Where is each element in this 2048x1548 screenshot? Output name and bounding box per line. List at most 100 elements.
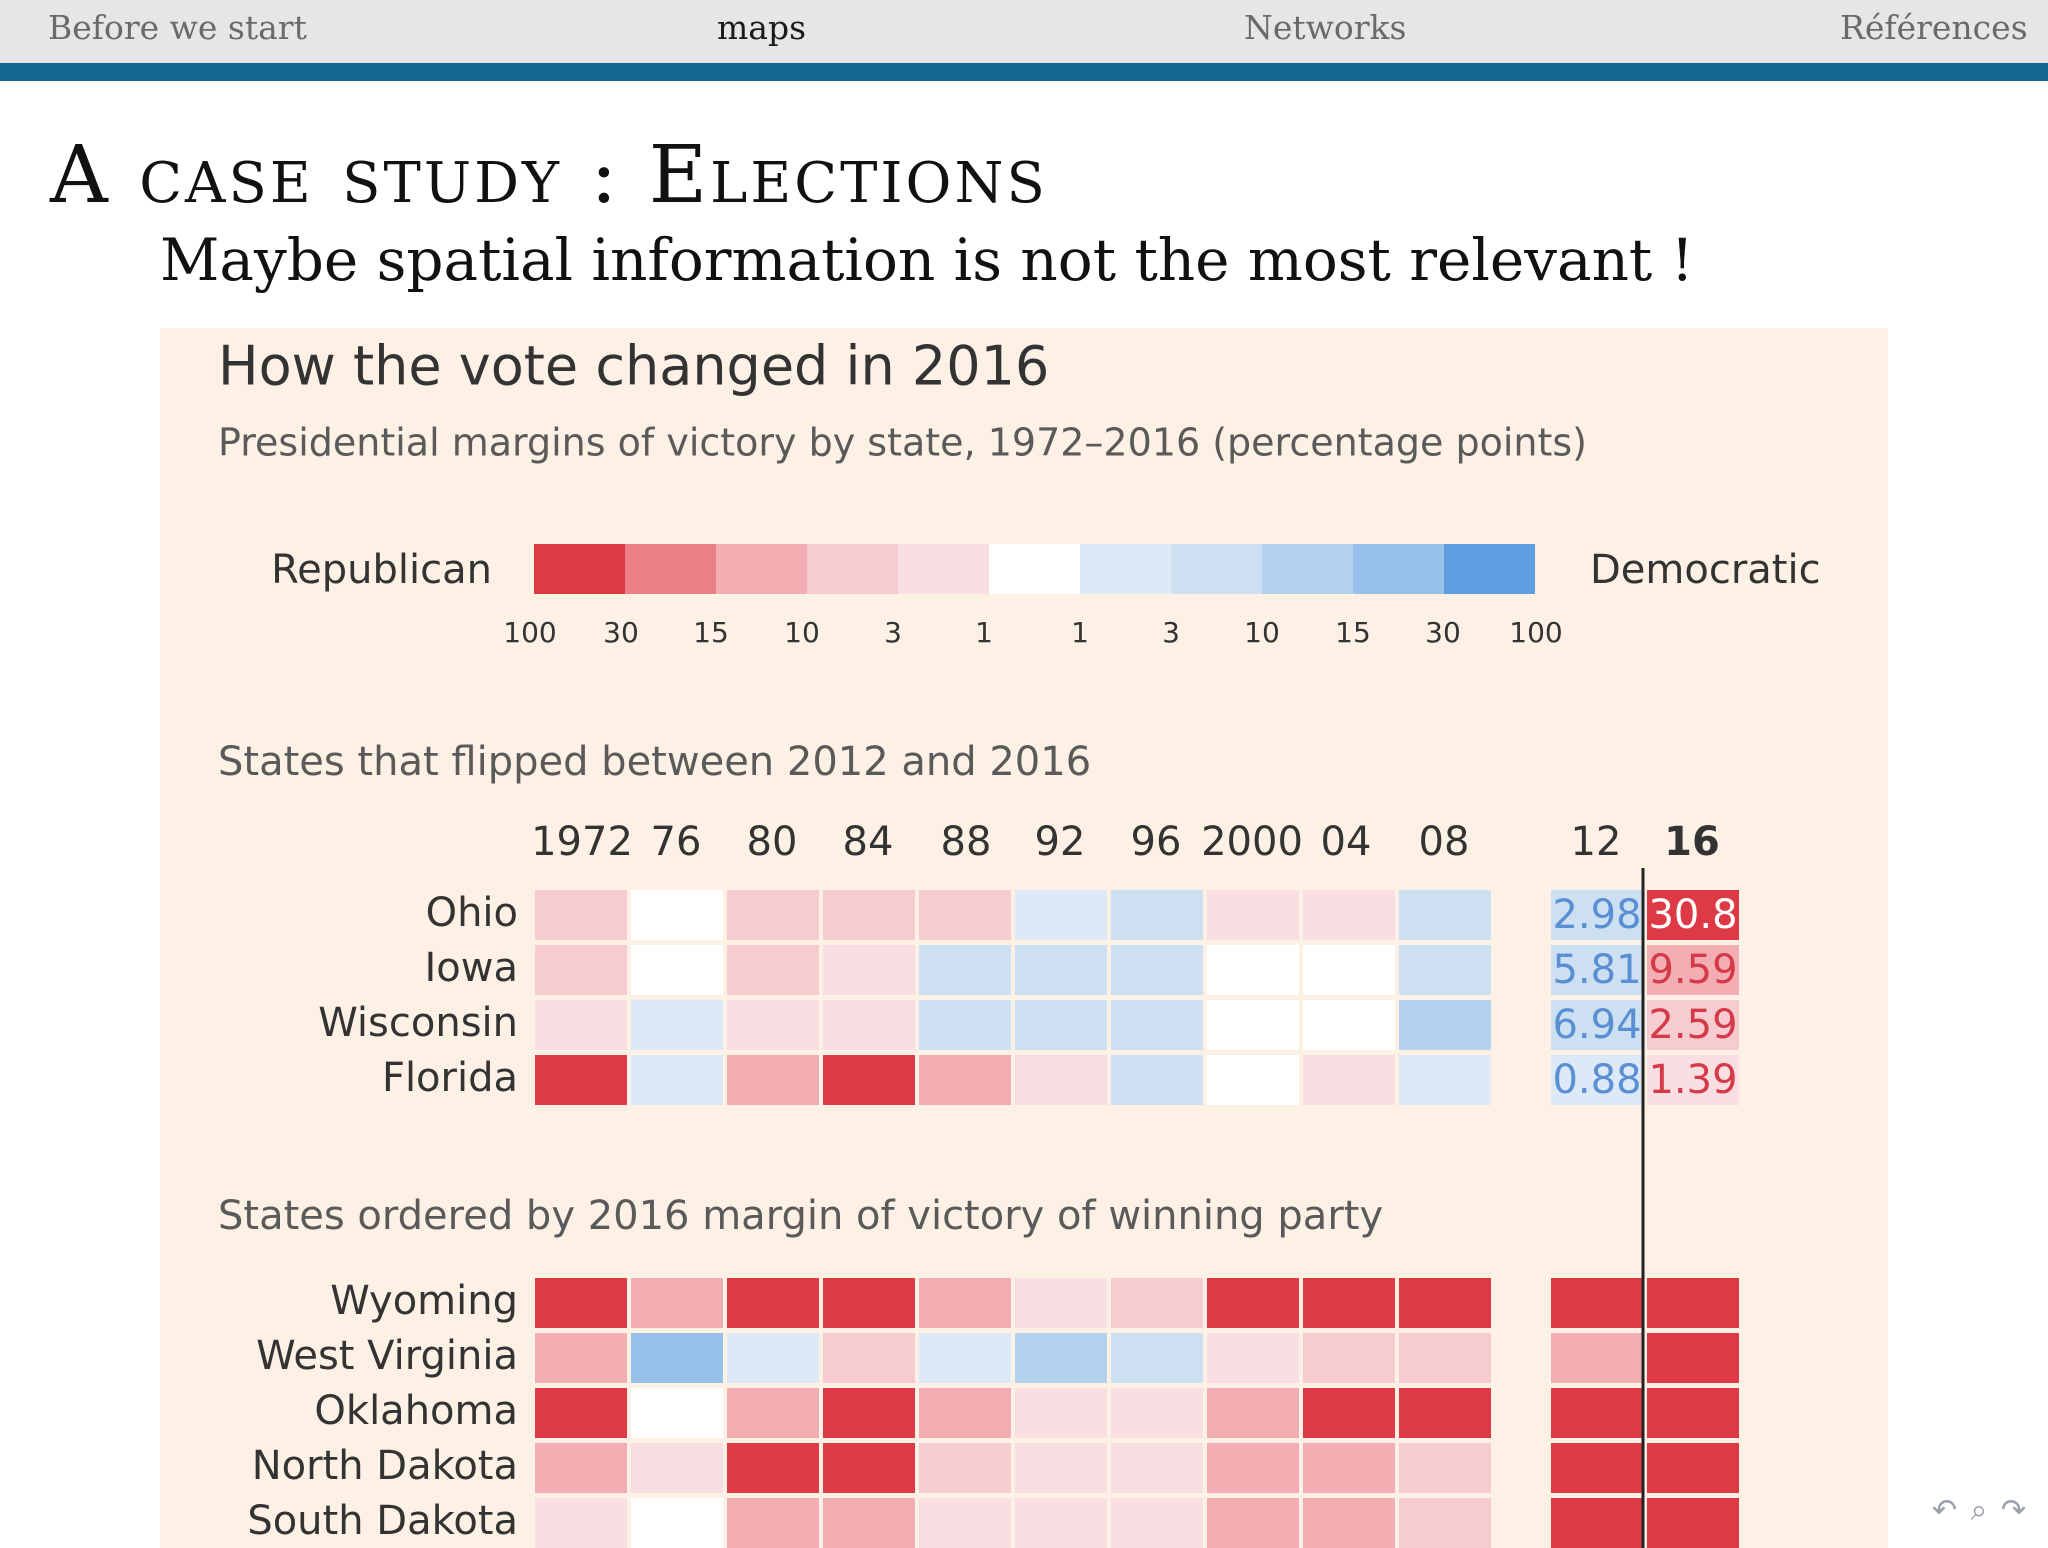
heatmap-cell [631,890,723,940]
legend-swatch [898,544,989,594]
state-label: Florida [382,1055,518,1101]
heatmap-cell [631,1443,723,1493]
state-label: Iowa [425,945,519,991]
heatmap-cell [535,1333,627,1383]
margin-value-2012: 0.88 [1552,1057,1641,1103]
legend-tick-label: 3 [1162,616,1180,649]
heatmap-cell [919,1498,1011,1548]
heatmap-cell [1551,1278,1643,1328]
heatmap-cell [1303,1443,1395,1493]
state-label: North Dakota [252,1443,518,1489]
heatmap-cell [823,890,915,940]
legend-tick-label: 100 [1509,616,1562,649]
heatmap-cell [919,1388,1011,1438]
state-label: Oklahoma [314,1388,518,1434]
section-title-flipped: States that flipped between 2012 and 201… [218,739,1091,785]
legend-tick-label: 1 [1071,616,1089,649]
heatmap-cell [1111,945,1203,995]
legend-swatch [1171,544,1262,594]
margin-value-2012: 2.98 [1552,892,1641,938]
heatmap-cell [919,1000,1011,1050]
legend-right-label: Democratic [1590,547,1821,593]
heatmap-cell [1647,1388,1739,1438]
heatmap-cell [535,1443,627,1493]
section-title-ordered: States ordered by 2016 margin of victory… [218,1193,1383,1239]
heatmap-cell [1015,1388,1107,1438]
heatmap-cell [919,945,1011,995]
heatmap-cell [823,1000,915,1050]
heatmap-cell [1111,1333,1203,1383]
chart-subtitle: Presidential margins of victory by state… [218,421,1587,465]
legend-tick-label: 30 [603,616,639,649]
heatmap-cell [1207,1278,1299,1328]
heatmap-cell [631,1055,723,1105]
heatmap-cell [727,1278,819,1328]
column-header: 80 [747,819,798,865]
margin-value-2012: 6.94 [1552,1002,1641,1048]
heatmap-cell [1647,1278,1739,1328]
heatmap-cell [1399,1000,1491,1050]
heatmap-cell [823,1333,915,1383]
back-icon[interactable]: ↶ [1931,1493,1959,1528]
heatmap-cell [631,1498,723,1548]
legend-tick-label: 1 [975,616,993,649]
heatmap-cell [1647,890,1739,940]
heatmap-cell [1303,1498,1395,1548]
heatmap-cell [727,1333,819,1383]
heatmap-cell [1303,1388,1395,1438]
heatmap-cell [1551,1333,1643,1383]
column-header: 04 [1321,819,1372,865]
column-header: 96 [1131,819,1182,865]
heatmap-cell [1111,1443,1203,1493]
forward-icon[interactable]: ↷ [2000,1493,2028,1528]
state-label: West Virginia [256,1333,518,1379]
heatmap-cell [1303,1278,1395,1328]
column-header: 88 [941,819,992,865]
heatmap-cell [1399,890,1491,940]
heatmap-cell [1551,1443,1643,1493]
heatmap-cell [1111,1388,1203,1438]
heatmap-cell [1207,1000,1299,1050]
margin-value-2016: 1.39 [1648,1057,1737,1103]
legend-tick-label: 100 [503,616,556,649]
legend-left-label: Republican [271,547,492,593]
legend-swatch [989,544,1080,594]
heatmap-cell [631,1278,723,1328]
nav-item-maps[interactable]: maps [717,8,807,47]
heatmap-cell [1647,945,1739,995]
heatmap-cell [1399,1333,1491,1383]
slide-title: A case study : Elections [50,128,1048,221]
legend-tick-label: 15 [1335,616,1371,649]
heatmap-cell [1303,1055,1395,1105]
heatmap-cell [1111,1000,1203,1050]
heatmap-cell [535,1055,627,1105]
nav-item-before-we-start[interactable]: Before we start [48,8,307,47]
heatmap-cell [1551,1000,1643,1050]
heatmap-cell [1647,1333,1739,1383]
legend-tick-label: 3 [884,616,902,649]
search-icon[interactable]: ⌕ [1970,1493,1990,1528]
heatmap-cell [727,1388,819,1438]
column-header: 08 [1419,819,1470,865]
heatmap-cell [1207,1443,1299,1493]
nav-item-references[interactable]: Références [1840,8,2028,47]
heatmap-cell [535,1498,627,1548]
chart-title: How the vote changed in 2016 [218,335,1049,398]
heatmap-svg: How the vote changed in 2016 Presidential… [218,335,1821,1548]
heatmap-cell [727,1443,819,1493]
heatmap-cell [727,890,819,940]
heatmap-cell [919,1055,1011,1105]
state-label: Ohio [426,890,518,936]
column-header: 92 [1035,819,1086,865]
heatmap-cell [631,945,723,995]
heatmap-cell [1551,1388,1643,1438]
heatmap-cell [919,1278,1011,1328]
heatmap-cell [1551,1498,1643,1548]
legend-tick-label: 10 [784,616,820,649]
heatmap-cell [919,1333,1011,1383]
beamer-nav-symbols: ↶ ⌕ ↷ [1932,1493,2028,1528]
legend-tick-label: 10 [1244,616,1280,649]
heatmap-cell [1111,1278,1203,1328]
heatmap-cell [1015,1443,1107,1493]
nav-item-networks[interactable]: Networks [1244,8,1407,47]
